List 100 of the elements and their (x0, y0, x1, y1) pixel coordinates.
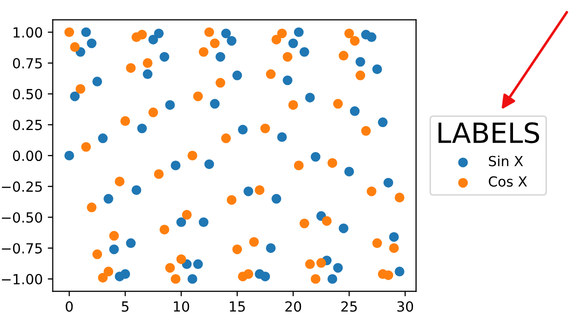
point (221, 28, 231, 38)
point (70, 91, 80, 102)
x-tick-label: 15 (230, 301, 245, 312)
point (272, 34, 282, 44)
point (361, 126, 371, 136)
point (81, 142, 91, 152)
point (238, 124, 248, 135)
point (266, 69, 276, 80)
point (300, 218, 310, 228)
point (109, 244, 119, 254)
point (193, 259, 203, 269)
point (210, 38, 220, 48)
point (254, 185, 264, 195)
point (160, 52, 170, 62)
point (249, 237, 259, 247)
point (86, 38, 97, 48)
point (182, 210, 192, 220)
point (64, 27, 74, 38)
x-tick-label: 10 (174, 301, 190, 312)
point (70, 42, 80, 52)
point (126, 63, 136, 73)
point (282, 52, 292, 62)
point (221, 133, 231, 144)
point (294, 27, 304, 38)
point (288, 100, 298, 110)
point (338, 224, 348, 234)
point (204, 159, 214, 170)
point (154, 28, 164, 38)
point (350, 106, 360, 116)
point (154, 169, 164, 179)
x-tick-label: 0 (66, 301, 73, 312)
point (216, 78, 226, 88)
point (305, 259, 315, 269)
point (188, 274, 198, 284)
y-tick-label: −0.50 (2, 212, 42, 223)
point (266, 243, 276, 253)
point (372, 64, 382, 74)
point (294, 160, 304, 170)
point (92, 76, 102, 86)
point (288, 38, 298, 48)
point (277, 28, 287, 38)
point (333, 262, 343, 273)
point (165, 100, 175, 110)
y-tick-label: −0.25 (2, 181, 42, 192)
point (92, 249, 102, 260)
point (310, 274, 320, 284)
point (244, 269, 254, 279)
y-tick-label: 0.75 (13, 58, 42, 69)
point (142, 69, 152, 80)
point (120, 269, 130, 279)
y-tick-label: 0.50 (13, 88, 42, 100)
point (344, 28, 354, 38)
x-tick-label: 5 (122, 301, 128, 312)
point (316, 258, 326, 268)
point (300, 47, 310, 57)
point (170, 274, 180, 284)
point (338, 50, 348, 60)
point (148, 34, 158, 44)
point (142, 58, 152, 68)
point (176, 254, 186, 264)
point (394, 192, 404, 202)
point (98, 272, 108, 283)
point (132, 185, 142, 195)
point (193, 91, 203, 102)
point (98, 133, 108, 144)
y-tick-label: 1.00 (14, 27, 42, 38)
x-tick-label: 25 (341, 301, 357, 312)
point (81, 27, 91, 38)
point (389, 243, 399, 253)
point (137, 30, 147, 40)
point (148, 108, 158, 118)
point (198, 47, 208, 57)
point (226, 195, 236, 205)
point (226, 36, 236, 46)
point (160, 224, 170, 234)
point (104, 266, 114, 276)
point (198, 217, 208, 228)
legend-label: Sin X (488, 156, 523, 166)
point (165, 262, 175, 273)
point (282, 75, 292, 86)
point (350, 36, 360, 46)
point (86, 202, 97, 212)
point (120, 116, 130, 126)
point (322, 216, 332, 226)
point (328, 158, 338, 168)
point (372, 238, 382, 248)
point (232, 244, 242, 254)
point (310, 152, 320, 162)
point (244, 186, 254, 196)
point (216, 52, 226, 62)
point (272, 194, 282, 204)
point (277, 132, 287, 142)
y-tick-label: −1.00 (2, 274, 42, 284)
point (204, 27, 214, 38)
y-tick-label: 0.25 (13, 120, 42, 130)
point (305, 92, 315, 102)
point (355, 70, 366, 80)
point (378, 117, 388, 128)
point (114, 176, 124, 186)
point (260, 272, 270, 282)
